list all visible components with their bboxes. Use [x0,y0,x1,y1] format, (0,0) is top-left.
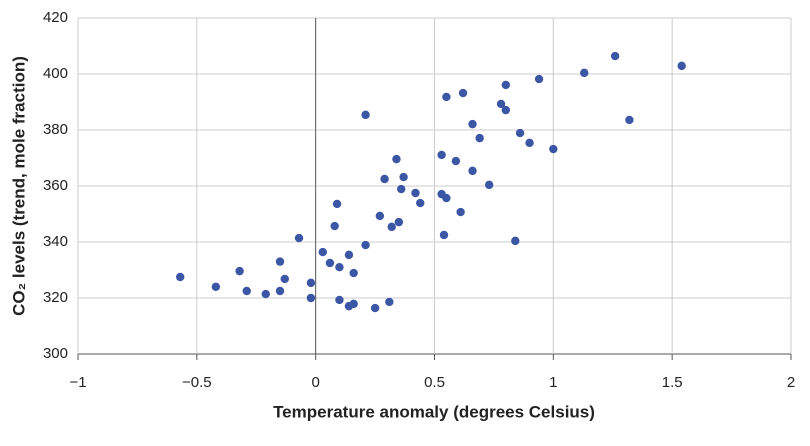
point [549,144,558,154]
point [442,193,451,203]
point [332,199,342,209]
point [610,51,620,61]
point [330,221,339,231]
point [175,272,185,282]
point [392,154,401,164]
point [677,61,686,71]
point [280,274,289,284]
point [501,105,510,115]
point [416,198,425,208]
point [411,188,420,198]
point [275,286,285,296]
point [344,250,354,260]
point [501,80,510,90]
point [496,99,506,109]
y-tick-label: 320 [43,289,68,306]
point [458,88,468,98]
point [370,303,380,313]
x-axis-label: Temperature anomaly (degrees Celsius) [273,402,595,421]
point [335,295,344,305]
point [625,115,634,125]
point [456,207,465,217]
x-tick-label: 1.5 [662,374,683,391]
y-tick-label: 360 [43,177,68,194]
point [318,247,327,257]
point [380,174,389,184]
x-tick-label: 0.5 [424,374,445,391]
point [385,297,394,307]
point [511,236,520,246]
point [515,128,525,138]
point [397,184,406,194]
point [534,74,544,84]
x-tick-label: 0 [311,374,319,391]
point [439,230,449,240]
point [387,222,396,232]
point [437,150,446,160]
point [475,133,484,143]
x-tick-label: 1 [549,374,557,391]
point [394,217,404,227]
point [235,266,244,276]
point [468,166,477,176]
y-tick-label: 420 [43,9,68,26]
y-tick-label: 380 [43,121,68,138]
point [275,257,285,266]
point [306,293,316,303]
x-tick-label: 2 [787,374,795,391]
point [261,289,270,299]
point [399,172,408,182]
y-axis-label: CO₂ levels (trend, mole fraction) [9,56,28,316]
point [349,268,358,278]
point [325,258,335,268]
point [349,299,358,309]
x-tick-label: −1 [69,374,86,391]
point [294,233,304,243]
point [375,211,385,221]
y-tick-label: 300 [43,345,68,362]
point [306,278,316,288]
point [361,240,370,250]
point [442,92,451,102]
x-tick-label: −0.5 [182,374,212,391]
point [468,119,477,129]
point [580,68,589,78]
point [335,263,344,272]
point [242,286,251,296]
point [525,138,534,148]
point [451,156,461,166]
y-tick-label: 400 [43,65,68,82]
point [361,110,370,120]
y-tick-label: 340 [43,233,68,250]
point [484,180,494,190]
point [211,282,221,291]
